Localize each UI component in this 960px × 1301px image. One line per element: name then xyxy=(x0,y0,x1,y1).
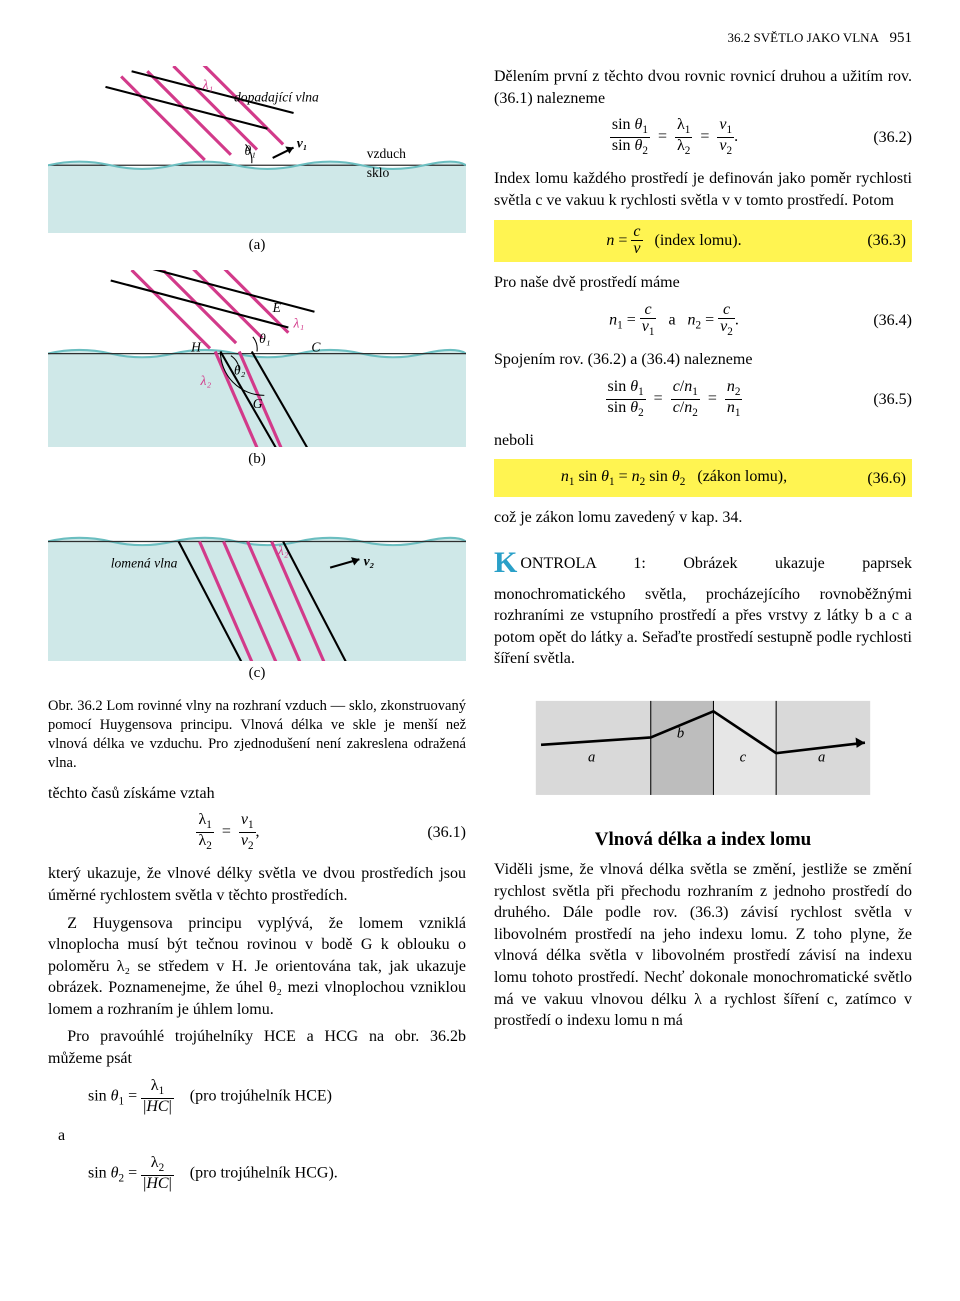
right-p2: Index lomu každého prostředí je definová… xyxy=(494,168,912,211)
eq-36-5-num: (36.5) xyxy=(854,389,912,411)
left-column: λ₁ dopadající vlna θ₁ v₁ vzduch sklo (a) xyxy=(48,66,466,1202)
eq-tri-hce-math: sin θ1 = λ1|HC| (pro trojúhelník HCE) xyxy=(88,1078,332,1116)
eq-36-1: λ1λ2 = v1v2, (36.1) xyxy=(48,812,466,853)
eq-36-3-math: n = cv (index lomu). xyxy=(500,224,848,259)
tri1-label: (pro trojúhelník HCE) xyxy=(190,1087,332,1104)
left-p3: Z Huygensova principu vyplývá, že lomem … xyxy=(48,913,466,1021)
eq-36-5: sin θ1sin θ2 = c/n1c/n2 = n2n1 (36.5) xyxy=(494,379,912,420)
svg-text:c: c xyxy=(740,749,747,765)
svg-text:a: a xyxy=(818,749,825,765)
page-number: 951 xyxy=(890,30,913,46)
eq-36-6: n1 sin θ1 = n2 sin θ2 (zákon lomu), (36.… xyxy=(494,459,912,497)
page: 36.2 SVĚTLO JAKO VLNA 951 xyxy=(0,0,960,1243)
svg-text:a: a xyxy=(588,749,595,765)
mini-diagram-svg: a b c a xyxy=(494,680,912,805)
eq-36-3-num: (36.3) xyxy=(848,230,906,252)
svg-text:λ₁: λ₁ xyxy=(202,77,214,92)
svg-text:C: C xyxy=(311,339,321,354)
eq-36-1-num: (36.1) xyxy=(408,822,466,844)
svg-text:E: E xyxy=(272,299,282,314)
eq-36-5-math: sin θ1sin θ2 = c/n1c/n2 = n2n1 xyxy=(494,379,854,420)
eq-36-1-math: λ1λ2 = v1v2, xyxy=(48,812,408,853)
eq-36-4: n1 = cv1 a n2 = cv2. (36.4) xyxy=(494,302,912,340)
eq-tri-hcg: sin θ2 = λ2|HC| (pro trojúhelník HCG). xyxy=(88,1155,466,1193)
eq-36-4-math: n1 = cv1 a n2 = cv2. xyxy=(494,302,854,340)
svg-text:lomená vlna: lomená vlna xyxy=(111,555,178,570)
figure-a-svg: λ₁ dopadající vlna θ₁ v₁ vzduch sklo xyxy=(48,66,466,233)
left-a: a xyxy=(58,1125,466,1147)
eq-36-6-label: (zákon lomu), xyxy=(697,468,787,485)
figure-b-label: (b) xyxy=(48,449,466,469)
kontrola-para: KONTROLA 1: Obrázek ukazuje paprsek mono… xyxy=(494,543,912,670)
left-p4: Pro pravoúhlé trojúhelníky HCE a HCG na … xyxy=(48,1026,466,1069)
figure-c-svg: lomená vlna λ₂ v₂ xyxy=(48,484,466,662)
mini-diagram: a b c a xyxy=(494,680,912,805)
eq-36-6-math: n1 sin θ1 = n2 sin θ2 (zákon lomu), xyxy=(500,466,848,490)
figure-a: λ₁ dopadající vlna θ₁ v₁ vzduch sklo (a) xyxy=(48,66,466,255)
svg-text:θ₁: θ₁ xyxy=(244,143,255,158)
eq-36-2-math: sin θ1sin θ2 = λ1λ2 = v1v2. xyxy=(494,117,854,158)
eq-36-6-num: (36.6) xyxy=(848,468,906,490)
eq-36-2-num: (36.2) xyxy=(854,127,912,149)
svg-text:sklo: sklo xyxy=(367,165,390,180)
svg-text:λ₁: λ₁ xyxy=(293,315,305,330)
eq-36-3-label: (index lomu). xyxy=(655,231,742,248)
svg-text:v₁: v₁ xyxy=(297,136,308,151)
figure-c-label: (c) xyxy=(48,663,466,683)
figure-b-svg: E λ₁ H λ₂ C G θ₁ θ₂ xyxy=(48,270,466,448)
kontrola-icon: K xyxy=(494,543,518,584)
section-label: 36.2 SVĚTLO JAKO VLNA xyxy=(728,30,879,45)
running-head: 36.2 SVĚTLO JAKO VLNA 951 xyxy=(48,28,912,48)
right-p1: Dělením první z těchto dvou rovnic rovni… xyxy=(494,66,912,109)
eq-36-4-a: a xyxy=(668,311,675,328)
svg-text:H: H xyxy=(190,339,202,354)
svg-text:θ₁: θ₁ xyxy=(259,331,270,346)
figure-c: lomená vlna λ₂ v₂ (c) xyxy=(48,484,466,684)
svg-text:dopadající vlna: dopadající vlna xyxy=(234,90,319,105)
left-p1: těchto časů získáme vztah xyxy=(48,783,466,805)
left-p2: který ukazuje, že vlnové délky světla ve… xyxy=(48,863,466,906)
svg-text:vzduch: vzduch xyxy=(367,146,406,161)
eq-tri-hcg-math: sin θ2 = λ2|HC| (pro trojúhelník HCG). xyxy=(88,1155,338,1193)
eq-36-3: n = cv (index lomu). (36.3) xyxy=(494,220,912,263)
right-column: Dělením první z těchto dvou rovnic rovni… xyxy=(494,66,912,1202)
svg-text:λ₂: λ₂ xyxy=(200,373,212,388)
right-p7: Viděli jsme, že vlnová délka světla se z… xyxy=(494,859,912,1032)
figure-caption: Obr. 36.2 Lom rovinné vlny na rozhraní v… xyxy=(48,697,466,772)
svg-text:b: b xyxy=(677,725,684,741)
eq-tri-hce: sin θ1 = λ1|HC| (pro trojúhelník HCE) xyxy=(88,1078,466,1116)
subhead: Vlnová délka a index lomu xyxy=(494,827,912,853)
columns: λ₁ dopadající vlna θ₁ v₁ vzduch sklo (a) xyxy=(48,66,912,1202)
svg-text:G: G xyxy=(253,396,263,411)
right-p3: Pro naše dvě prostředí máme xyxy=(494,272,912,294)
tri2-label: (pro trojúhelník HCG). xyxy=(190,1165,338,1182)
right-p5: neboli xyxy=(494,430,912,452)
eq-36-2: sin θ1sin θ2 = λ1λ2 = v1v2. (36.2) xyxy=(494,117,912,158)
right-p4: Spojením rov. (36.2) a (36.4) nalezneme xyxy=(494,349,912,371)
svg-text:v₂: v₂ xyxy=(364,553,375,568)
figure-a-label: (a) xyxy=(48,235,466,255)
right-p6: což je zákon lomu zavedený v kap. 34. xyxy=(494,507,912,529)
svg-text:θ₂: θ₂ xyxy=(234,362,246,377)
eq-36-4-num: (36.4) xyxy=(854,310,912,332)
svg-text:λ₂: λ₂ xyxy=(277,543,289,558)
figure-b: E λ₁ H λ₂ C G θ₁ θ₂ (b) xyxy=(48,270,466,470)
kontrola-text: ONTROLA 1: Obrázek ukazuje paprsek monoc… xyxy=(494,555,912,667)
